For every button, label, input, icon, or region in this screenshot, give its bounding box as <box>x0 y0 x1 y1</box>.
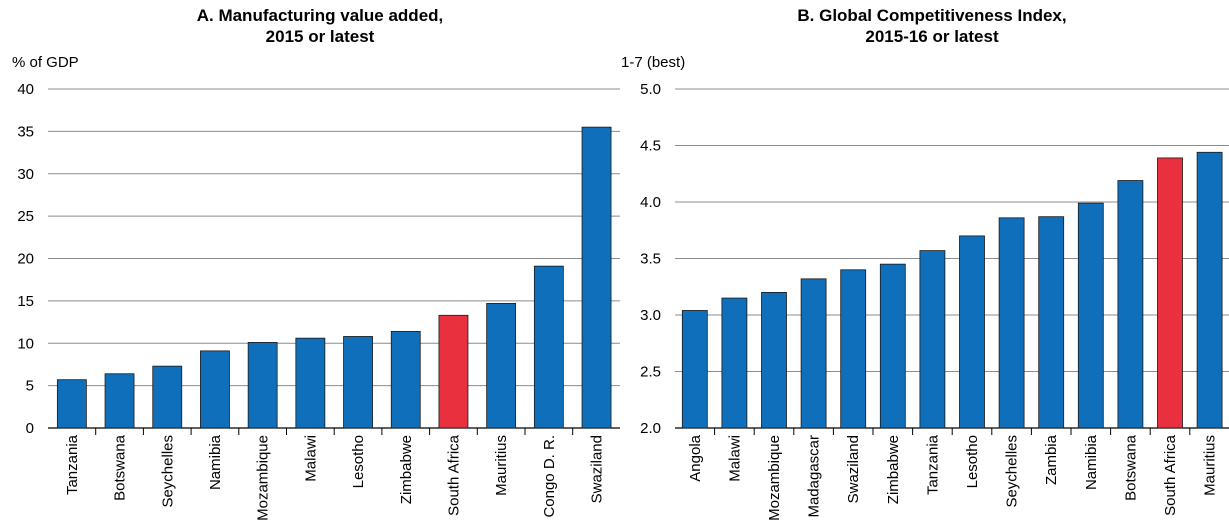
panel-b-y-tick-label: 2.0 <box>640 420 661 437</box>
panel-b-subtitle: 2015-16 or latest <box>865 27 999 46</box>
panel-b-y-tick-label: 3.0 <box>640 307 661 324</box>
panel-a-bar <box>152 365 183 429</box>
panel-a-category-label: Swaziland <box>589 435 606 503</box>
panel-a-bar <box>533 265 564 429</box>
panel-a-bar <box>247 342 278 429</box>
panel-a-category-label: Botswana <box>112 434 129 501</box>
panel-b-bar <box>1157 157 1183 429</box>
panel-b-category-label: Tanzania <box>924 434 941 495</box>
panel-a-category-label: Tanzania <box>64 434 81 495</box>
panel-a-category-label: South Africa <box>445 434 462 516</box>
panel-a-y-tick-label: 5 <box>26 378 34 395</box>
panel-a-bar <box>438 314 469 429</box>
panel-a-bar <box>56 379 87 429</box>
panel-a-y-tick-label: 20 <box>17 251 34 268</box>
panel-b-bar <box>761 291 787 429</box>
panel-a-bar <box>581 126 612 429</box>
panel-b-bar <box>1077 202 1104 429</box>
panel-b-bar <box>998 217 1025 429</box>
panel-a-title: A. Manufacturing value added, <box>197 6 444 25</box>
panel-a-y-tick-label: 30 <box>17 166 34 183</box>
panel-b-bar <box>681 310 708 429</box>
panel-b-category-label: Seychelles <box>1004 435 1021 508</box>
panel-a-category-label: Mozambique <box>255 435 272 521</box>
panel-b-category-label: Lesotho <box>964 435 981 488</box>
panel-b-category-label: Madagascar <box>806 435 823 518</box>
panel-a-category-label: Namibia <box>207 434 224 490</box>
panel-b-y-tick-label: 2.5 <box>640 364 661 381</box>
panel-a-bar <box>390 330 421 429</box>
panel-a-y-tick-label: 10 <box>17 335 34 352</box>
panel-a-y-tick-label: 25 <box>17 208 34 225</box>
panel-b-category-label: Mauritius <box>1202 435 1219 496</box>
panel-a-y-tick-label: 35 <box>17 123 34 140</box>
panel-b-category-label: Zimbabwe <box>885 435 902 504</box>
panel-b-category-label: Swaziland <box>845 435 862 503</box>
panel-b-competitiveness: B. Global Competitiveness Index, 2015-16… <box>621 6 1229 521</box>
panel-b-bar <box>1117 180 1144 429</box>
panel-a-subtitle: 2015 or latest <box>266 27 375 46</box>
panel-b-category-label: Malawi <box>726 435 743 482</box>
panel-b-bar <box>840 269 867 429</box>
panel-b-bar <box>919 250 946 429</box>
panel-b-bar <box>721 297 748 429</box>
panel-a-category-label: Mauritius <box>493 435 510 496</box>
panel-b-bar <box>959 235 985 429</box>
panel-b-y-unit: 1-7 (best) <box>621 54 685 71</box>
panel-a-manufacturing: A. Manufacturing value added, 2015 or la… <box>12 6 620 521</box>
panel-a-bar <box>200 350 230 429</box>
panel-a-bar <box>486 303 517 429</box>
panel-b-category-label: Zambia <box>1043 434 1060 485</box>
panel-b-category-label: South Africa <box>1162 434 1179 516</box>
panel-b-bar <box>800 278 827 429</box>
panel-b-category-label: Botswana <box>1122 434 1139 501</box>
panel-a-category-label: Congo D. R. <box>541 435 558 518</box>
panel-b-y-tick-label: 4.5 <box>640 138 661 155</box>
panel-a-y-unit: % of GDP <box>12 54 79 71</box>
panel-b-category-label: Angola <box>687 434 704 481</box>
panel-b-title: B. Global Competitiveness Index, <box>797 6 1066 25</box>
panel-a-y-tick-label: 40 <box>17 81 34 98</box>
panel-b-category-label: Namibia <box>1083 434 1100 490</box>
panel-a-category-label: Lesotho <box>350 435 367 488</box>
panel-a-category-label: Seychelles <box>159 435 176 508</box>
panel-b-y-tick-label: 5.0 <box>640 81 661 98</box>
panel-a-y-tick-label: 15 <box>17 293 34 310</box>
panel-a-category-label: Malawi <box>302 435 319 482</box>
panel-a-bar <box>295 337 326 429</box>
panel-b-y-tick-label: 4.0 <box>640 194 661 211</box>
panel-a-bar <box>343 336 373 429</box>
panel-b-category-label: Mozambique <box>766 435 783 521</box>
panel-b-bar <box>1196 151 1223 429</box>
panel-b-bar <box>1038 216 1065 429</box>
panel-b-bar <box>879 263 906 429</box>
panel-a-y-tick-label: 0 <box>26 420 34 437</box>
panel-a-bar <box>104 373 135 429</box>
panel-a-category-label: Zimbabwe <box>398 435 415 504</box>
panel-b-y-tick-label: 3.5 <box>640 251 661 268</box>
